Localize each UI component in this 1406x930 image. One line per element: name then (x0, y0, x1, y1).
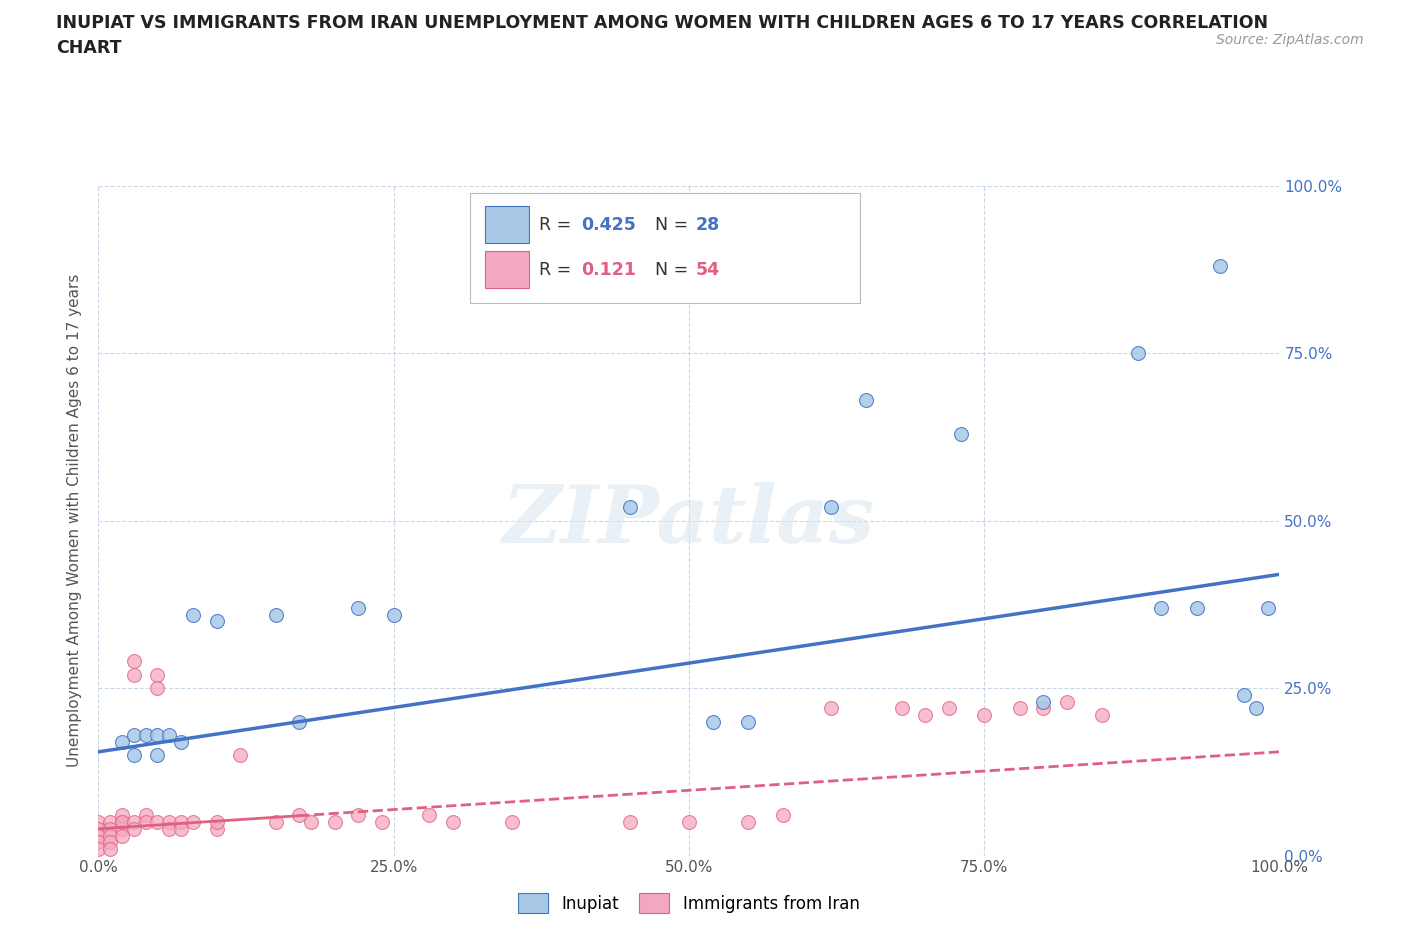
Point (146, 748, 169, 763)
Text: 28: 28 (696, 216, 720, 233)
Point (157, 727, 180, 742)
Point (418, 808, 440, 823)
Point (347, 601, 370, 616)
Text: N =: N = (655, 260, 693, 279)
Point (98, 815, 121, 830)
Point (98, 842, 121, 857)
Point (170, 821, 193, 836)
Point (323, 815, 346, 830)
Y-axis label: Unemployment Among Women with Children Ages 6 to 17 years: Unemployment Among Women with Children A… (67, 274, 83, 767)
Point (299, 815, 322, 830)
Text: INUPIAT VS IMMIGRANTS FROM IRAN UNEMPLOYMENT AMONG WOMEN WITH CHILDREN AGES 6 TO: INUPIAT VS IMMIGRANTS FROM IRAN UNEMPLOY… (56, 14, 1268, 32)
Point (122, 748, 145, 763)
Point (122, 815, 145, 830)
Point (146, 668, 169, 683)
Point (170, 735, 193, 750)
Point (1185, 601, 1208, 616)
Point (890, 701, 912, 716)
Point (122, 821, 145, 836)
Point (111, 821, 134, 836)
Point (1008, 701, 1031, 716)
Point (111, 808, 134, 823)
Point (122, 668, 145, 683)
Text: ZIPatlas: ZIPatlas (503, 482, 875, 560)
Point (111, 815, 134, 830)
Point (98, 828, 121, 843)
Point (87, 835, 110, 850)
Point (938, 701, 960, 716)
Point (501, 815, 523, 830)
Point (205, 821, 228, 836)
Text: 0.121: 0.121 (582, 260, 637, 279)
Point (1032, 694, 1054, 709)
Point (98, 835, 121, 850)
Point (111, 735, 134, 750)
Point (772, 808, 794, 823)
Point (1056, 694, 1078, 709)
Point (122, 654, 145, 669)
Point (820, 701, 842, 716)
Point (146, 681, 169, 696)
Point (146, 727, 169, 742)
Point (371, 815, 394, 830)
Point (382, 607, 405, 622)
Text: N =: N = (655, 216, 693, 233)
Point (820, 500, 842, 515)
Point (181, 607, 204, 622)
FancyBboxPatch shape (485, 206, 530, 244)
Point (441, 815, 464, 830)
Point (949, 426, 972, 441)
Point (87, 828, 110, 843)
Point (855, 392, 877, 407)
FancyBboxPatch shape (471, 193, 860, 303)
Point (170, 815, 193, 830)
Point (87, 821, 110, 836)
Point (135, 815, 157, 830)
Point (288, 714, 311, 729)
Point (111, 815, 134, 830)
Point (1244, 701, 1267, 716)
Point (135, 808, 157, 823)
Point (914, 708, 936, 723)
Text: 54: 54 (696, 260, 720, 279)
Point (1126, 346, 1149, 361)
Text: R =: R = (538, 216, 576, 233)
Point (87, 815, 110, 830)
Point (87, 842, 110, 857)
Point (678, 815, 700, 830)
Point (702, 714, 724, 729)
Point (619, 815, 641, 830)
Point (181, 815, 204, 830)
Point (1233, 687, 1256, 702)
Point (1032, 701, 1054, 716)
Point (347, 808, 370, 823)
Point (1091, 708, 1114, 723)
Point (1257, 601, 1279, 616)
FancyBboxPatch shape (485, 251, 530, 288)
Point (973, 708, 995, 723)
Text: CHART: CHART (56, 39, 122, 57)
Point (111, 828, 134, 843)
Point (1209, 259, 1232, 273)
Point (157, 821, 180, 836)
Point (122, 727, 145, 742)
Point (264, 815, 287, 830)
Point (619, 500, 641, 515)
Point (157, 815, 180, 830)
Point (737, 815, 759, 830)
Point (205, 815, 228, 830)
Point (288, 808, 311, 823)
Text: Source: ZipAtlas.com: Source: ZipAtlas.com (1216, 33, 1364, 46)
Point (146, 815, 169, 830)
Point (264, 607, 287, 622)
Point (135, 727, 157, 742)
Point (229, 748, 252, 763)
Legend: Inupiat, Immigrants from Iran: Inupiat, Immigrants from Iran (510, 885, 868, 921)
Text: 0.425: 0.425 (582, 216, 637, 233)
Point (1150, 601, 1173, 616)
Point (737, 714, 759, 729)
Point (98, 821, 121, 836)
Point (205, 614, 228, 629)
Text: R =: R = (538, 260, 582, 279)
